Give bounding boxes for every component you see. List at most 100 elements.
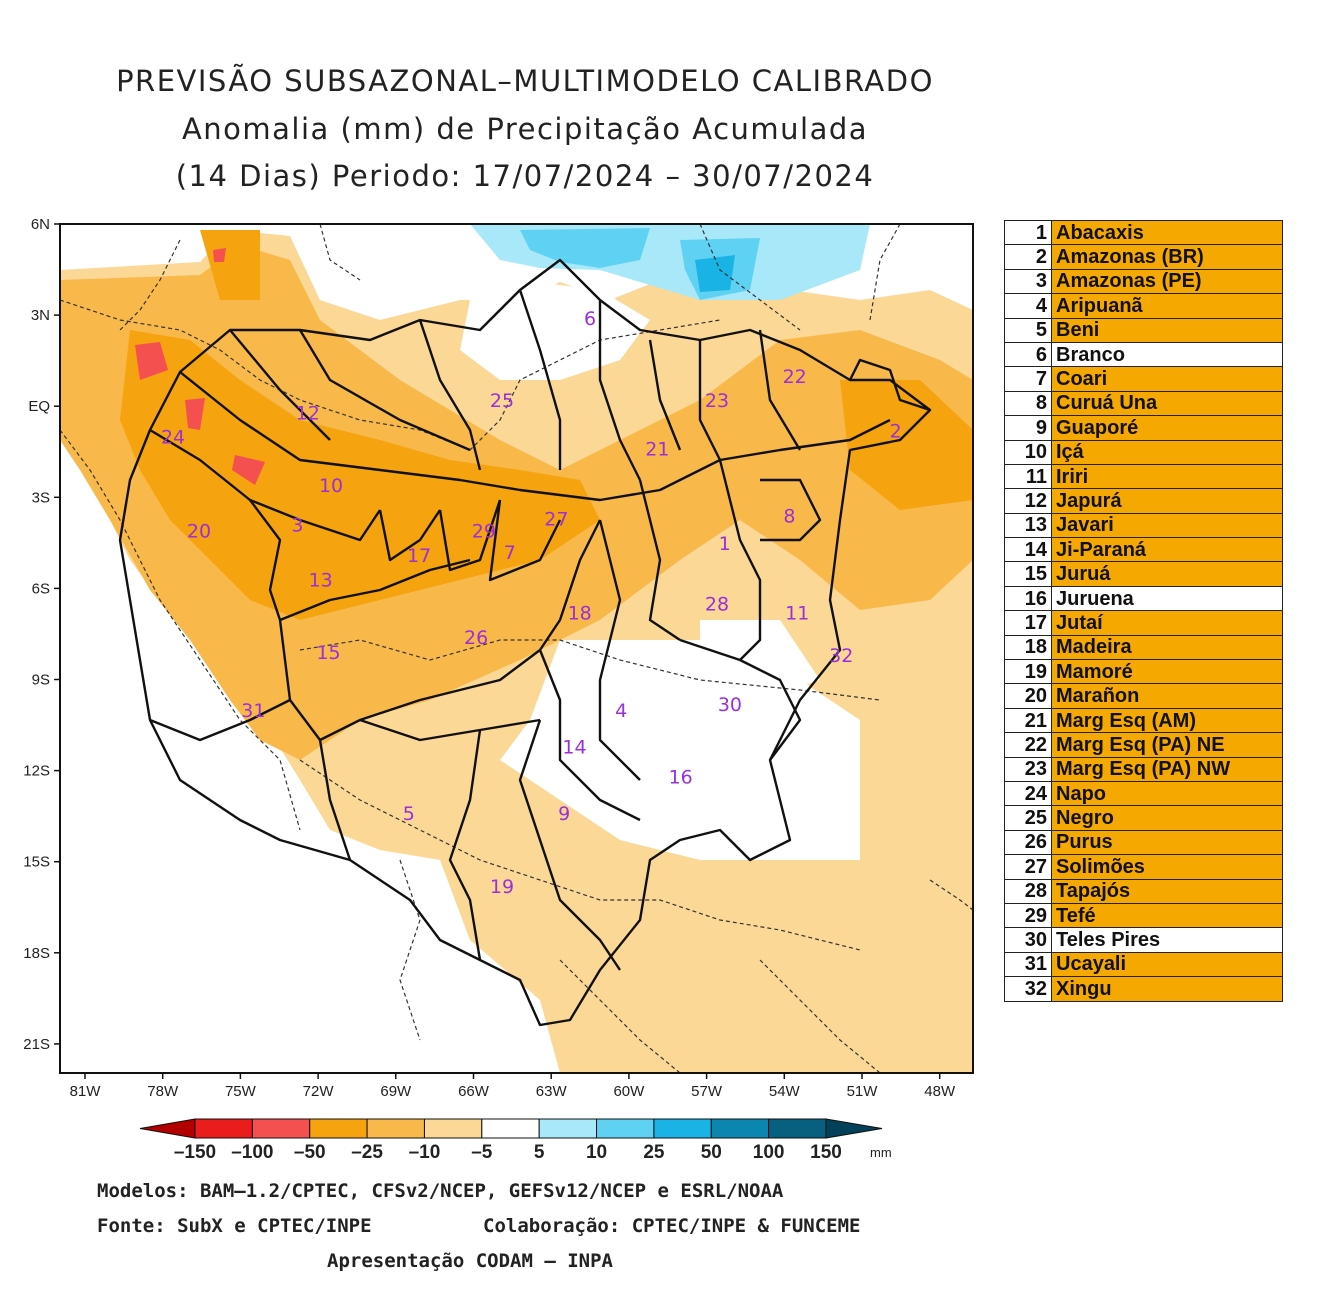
legend-row-number: 17 <box>1004 610 1052 636</box>
shade-blue-1 <box>520 228 650 268</box>
anomaly-map: 6N 3N EQ 3S 6S 9S 12S 15S 18S 21S 81W 78W 75W 72W 69W… <box>23 216 974 1163</box>
legend-row-name: Içá <box>1051 439 1283 465</box>
basin-number-label: 8 <box>783 506 795 528</box>
basin-number-label: 16 <box>669 767 693 789</box>
legend-row-number: 30 <box>1004 927 1052 953</box>
x-tick-label: 72W <box>303 1083 335 1100</box>
legend-row-name: Juruena <box>1051 585 1283 612</box>
legend-row: 21 Marg Esq (AM) <box>1004 707 1283 734</box>
shade-blue-3 <box>695 255 735 292</box>
basin-legend-table: 1 Abacaxis 2 Amazonas (BR) 3 Amazonas (PE) 4 Ar… <box>1004 219 1283 1002</box>
colorbar-box <box>768 1118 827 1139</box>
basin-number-label: 22 <box>783 366 807 388</box>
basin-number-label: 3 <box>291 515 303 537</box>
legend-row: 12 Japurá <box>1004 488 1283 514</box>
x-tick-label: 57W <box>691 1083 723 1100</box>
basin-number-label: 5 <box>403 803 415 825</box>
colorbar-box <box>596 1118 655 1139</box>
legend-row: 25 Negro <box>1004 805 1283 831</box>
anomaly-shading <box>60 224 973 1073</box>
legend-row-number: 8 <box>1004 390 1052 417</box>
legend-row-name: Javari <box>1051 512 1283 539</box>
colorbar-label: –50 <box>294 1142 326 1163</box>
shade-dark-orange-west <box>120 330 600 620</box>
colorbar-box <box>538 1118 598 1139</box>
legend-row-number: 18 <box>1004 634 1052 661</box>
legend-row: 22 Marg Esq (PA) NE <box>1004 732 1283 758</box>
basin-number-label: 10 <box>319 475 343 497</box>
basin-number-label: 30 <box>718 694 742 716</box>
y-tick-label: 9S <box>32 672 50 689</box>
legend-row-number: 31 <box>1004 951 1052 978</box>
y-tick-label: 6N <box>31 216 50 233</box>
legend-row-number: 4 <box>1004 293 1052 319</box>
legend-row-name: Ji-Paraná <box>1051 537 1283 563</box>
legend-row-name: Aripuanã <box>1051 293 1283 319</box>
basin-number-label: 26 <box>464 627 488 649</box>
legend-row-number: 20 <box>1004 683 1052 709</box>
basin-number-label: 6 <box>584 308 596 330</box>
legend-row: 3 Amazonas (PE) <box>1004 268 1283 295</box>
legend-row-name: Jutaí <box>1051 610 1283 636</box>
colorbar-box <box>481 1118 540 1139</box>
y-tick-label: 12S <box>23 763 50 780</box>
basin-number-label: 28 <box>705 594 729 616</box>
legend-row-number: 14 <box>1004 537 1052 563</box>
x-tick-label: 78W <box>147 1083 179 1100</box>
plot-frame <box>59 223 974 1074</box>
legend-row-name: Marg Esq (PA) NW <box>1051 756 1283 782</box>
colorbar-box <box>653 1118 712 1139</box>
legend-row-name: Beni <box>1051 317 1283 343</box>
x-tick-label: 48W <box>924 1083 956 1100</box>
legend-row: 23 Marg Esq (PA) NW <box>1004 756 1283 782</box>
legend-row-name: Tefé <box>1051 902 1283 929</box>
colorbar-label: –150 <box>174 1142 216 1163</box>
legend-row: 24 Napo <box>1004 780 1283 807</box>
basin-number-label: 32 <box>829 645 853 667</box>
credits-collab: Colaboração: CPTEC/INPE & FUNCEME <box>483 1215 861 1237</box>
legend-row-name: Ucayali <box>1051 951 1283 978</box>
legend-row-number: 25 <box>1004 805 1052 831</box>
legend-row: 4 Aripuanã <box>1004 293 1283 319</box>
shade-south-strip <box>560 920 973 1073</box>
legend-row: 19 Mamoré <box>1004 659 1283 685</box>
basin-number-label: 31 <box>241 700 265 722</box>
legend-row-number: 6 <box>1004 341 1052 368</box>
basin-number-label: 17 <box>407 545 431 567</box>
y-tick-label: 3S <box>32 489 50 506</box>
colorbar-label: 150 <box>810 1142 842 1163</box>
credits-presentation: Apresentação CODAM – INPA <box>327 1250 613 1272</box>
legend-row-name: Madeira <box>1051 634 1283 661</box>
legend-row-name: Amazonas (PE) <box>1051 268 1283 295</box>
x-tick-label: 54W <box>769 1083 801 1100</box>
basin-number-label: 18 <box>568 603 592 625</box>
basin-number-label: 23 <box>705 390 729 412</box>
legend-row-number: 28 <box>1004 878 1052 904</box>
legend-row-number: 27 <box>1004 854 1052 880</box>
legend-row-number: 15 <box>1004 561 1052 587</box>
legend-row-number: 1 <box>1004 219 1052 246</box>
legend-row-name: Tapajós <box>1051 878 1283 904</box>
legend-row-number: 24 <box>1004 780 1052 807</box>
basin-number-label: 4 <box>615 700 627 722</box>
legend-row: 30 Teles Pires <box>1004 927 1283 953</box>
basin-number-label: 25 <box>490 390 514 412</box>
legend-row: 7 Coari <box>1004 366 1283 392</box>
shade-red-1 <box>135 342 168 380</box>
basin-number-label: 14 <box>562 736 586 758</box>
legend-row-name: Marg Esq (AM) <box>1051 707 1283 734</box>
y-tick-label: 6S <box>32 580 50 597</box>
y-tick-label: EQ <box>28 398 50 415</box>
y-axis: 6N 3N EQ 3S 6S 9S 12S 15S 18S 21S <box>23 216 60 1053</box>
x-tick-label: 69W <box>380 1083 412 1100</box>
basin-number-label: 2 <box>890 420 902 442</box>
basin-number-label: 11 <box>785 603 809 625</box>
basin-number-label: 21 <box>645 439 669 461</box>
basin-number-label: 13 <box>309 569 333 591</box>
legend-row-name: Coari <box>1051 366 1283 392</box>
legend-row-name: Mamoré <box>1051 659 1283 685</box>
colorbar: –150 –100 –50 –25 –10 –5 5 10 25 50 100 150 mm <box>139 1118 892 1163</box>
basin-labels: 1234567891011121314151617181920212223242… <box>161 308 902 898</box>
legend-row-number: 11 <box>1004 463 1052 490</box>
legend-row-number: 26 <box>1004 829 1052 856</box>
